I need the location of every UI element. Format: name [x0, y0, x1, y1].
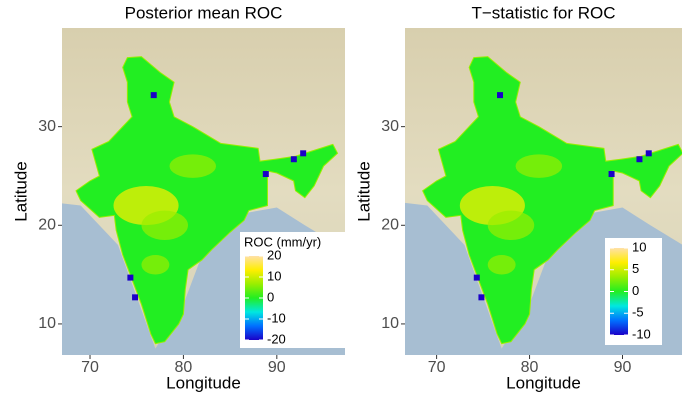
raster-patch: [488, 211, 535, 240]
raster-cell: [478, 294, 484, 300]
chart-title: T−statistic for ROC: [471, 3, 615, 22]
colorbar-tick-label: 10: [632, 239, 646, 254]
colorbar-tick-label: -5: [632, 305, 644, 320]
y-axis-label: Latitude: [354, 161, 373, 222]
colorbar-tick-label: 10: [267, 268, 281, 283]
raster-cell: [151, 92, 157, 98]
raster-patch: [141, 211, 188, 240]
colorbar-tick-label: -10: [632, 326, 651, 341]
raster-patch: [170, 154, 217, 178]
x-axis-label: Longitude: [506, 373, 581, 392]
y-tick-label: 10: [38, 315, 56, 332]
raster-patch: [488, 255, 516, 275]
x-axis-label: Longitude: [166, 373, 241, 392]
raster-cell: [636, 156, 642, 162]
y-tick-label: 30: [381, 118, 399, 135]
colorbar-tick-label: -20: [267, 331, 286, 346]
raster-cell: [291, 156, 297, 162]
raster-cell: [497, 92, 503, 98]
x-tick-label: 70: [428, 359, 446, 376]
raster-cell: [263, 171, 269, 177]
raster-cell: [474, 275, 480, 281]
colorbar-tick-label: 0: [632, 283, 639, 298]
y-tick-label: 20: [381, 217, 399, 234]
figure: Posterior mean ROC Longitude Latitude 70 80 9…: [0, 0, 682, 399]
y-axis-label: Latitude: [11, 161, 30, 222]
y-tick-label: 30: [38, 118, 56, 135]
raster-patch: [141, 255, 169, 275]
raster-cell: [127, 275, 133, 281]
y-tick-label: 20: [38, 217, 56, 234]
x-tick-label: 80: [521, 359, 539, 376]
raster-patch: [516, 154, 563, 178]
raster-cell: [300, 150, 306, 156]
raster-cell: [646, 150, 652, 156]
x-tick-label: 90: [268, 359, 286, 376]
colorbar-tick-label: -10: [267, 310, 286, 325]
x-tick-label: 70: [81, 359, 99, 376]
chart-title: Posterior mean ROC: [125, 3, 283, 22]
colorbar-tick-label: 0: [267, 289, 274, 304]
x-tick-label: 80: [175, 359, 193, 376]
y-tick-label: 10: [381, 315, 399, 332]
colorbar-tick-label: 5: [632, 261, 639, 276]
colorbar-tick-label: 20: [267, 247, 281, 262]
legend-title: ROC (mm/yr): [244, 234, 321, 249]
raster-cell: [609, 171, 615, 177]
x-tick-label: 90: [614, 359, 632, 376]
raster-cell: [132, 294, 138, 300]
